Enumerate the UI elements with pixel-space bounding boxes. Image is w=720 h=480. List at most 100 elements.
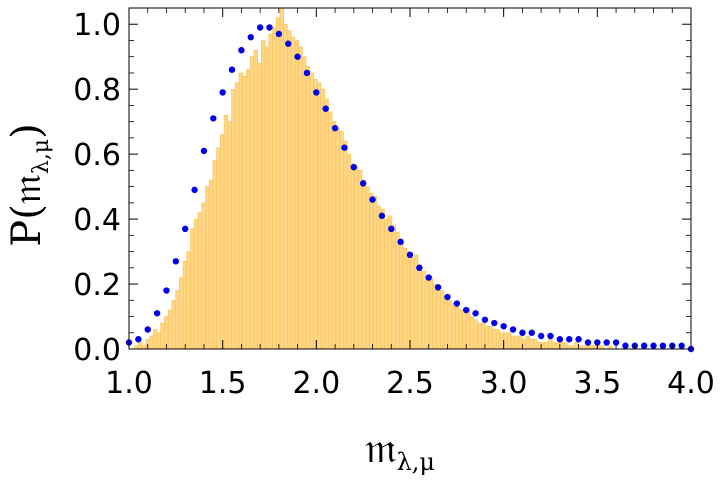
histogram-bar [462, 312, 467, 350]
data-point [481, 316, 489, 323]
data-point [453, 300, 461, 307]
histogram-bar [156, 332, 162, 350]
histogram-bar [432, 283, 437, 350]
histogram-bar [309, 72, 314, 350]
data-point [341, 144, 348, 151]
histogram-bar [324, 98, 329, 350]
data-point [556, 336, 564, 343]
histogram-bar [421, 270, 426, 350]
data-point [200, 147, 208, 155]
histogram-bar [302, 56, 307, 350]
histogram-bar [171, 299, 176, 350]
data-point [322, 105, 329, 112]
histogram-bar [257, 62, 262, 350]
histogram-bar [544, 342, 549, 350]
histogram-bar [518, 335, 523, 350]
data-point [425, 274, 432, 281]
data-point [612, 339, 620, 346]
histogram-bar [264, 46, 270, 350]
data-point [603, 339, 610, 346]
histogram-bar [186, 251, 191, 350]
data-point [350, 163, 357, 171]
histogram-bar [316, 82, 322, 350]
histogram-bar [525, 335, 531, 350]
histogram-bar [335, 127, 340, 350]
y-tick-label: 0.4 [73, 203, 121, 238]
histogram-bar [160, 322, 165, 350]
y-tick-label: 0.2 [73, 268, 121, 303]
data-point [182, 225, 189, 233]
data-point [219, 89, 226, 96]
data-point [491, 319, 498, 327]
data-point [172, 258, 180, 265]
histogram-bar [320, 88, 326, 350]
data-point [509, 326, 517, 333]
x-tick-label: 2.5 [386, 366, 434, 401]
data-point [163, 287, 170, 294]
histogram-bar [357, 170, 363, 350]
histogram-bar [234, 82, 240, 350]
histogram-bar [279, 7, 285, 350]
data-point [285, 40, 292, 47]
data-point [416, 264, 423, 272]
histogram-bar [551, 342, 557, 350]
histogram-bar [238, 72, 244, 350]
histogram-bar [190, 228, 195, 350]
histogram-bar [398, 241, 404, 350]
data-point [528, 329, 535, 336]
data-point [584, 339, 592, 346]
distribution-points [125, 24, 695, 353]
histogram-bar [563, 342, 568, 350]
histogram-bar [182, 261, 188, 350]
histogram-bar [458, 309, 463, 350]
data-point [378, 212, 386, 220]
histogram-bar [380, 209, 385, 350]
data-point [228, 66, 236, 73]
histogram-bar [231, 88, 236, 350]
x-tick-label: 1.0 [105, 366, 153, 401]
histogram-bar [439, 290, 445, 350]
data-point [210, 115, 217, 122]
histogram-bar [167, 309, 173, 350]
data-point [537, 332, 545, 340]
histogram-bars [134, 7, 613, 350]
histogram-bar [555, 342, 560, 350]
data-point [144, 326, 151, 333]
histogram-bar [548, 338, 553, 350]
histogram-bar [514, 335, 519, 350]
histogram-bar [406, 251, 411, 350]
histogram-bar [261, 40, 266, 350]
histogram-bar [495, 329, 501, 350]
histogram-bar [536, 342, 542, 350]
data-point [369, 196, 376, 203]
histogram-bar [253, 49, 258, 350]
histogram-bar [201, 202, 206, 350]
y-tick-label: 0.6 [73, 138, 121, 173]
histogram-bar [294, 40, 299, 350]
data-point [472, 310, 479, 317]
histogram-bar [436, 290, 441, 350]
histogram-bar [510, 335, 516, 350]
histogram-bar [216, 147, 221, 350]
data-point [463, 306, 470, 314]
histogram-bar [428, 277, 434, 350]
histogram-bar [417, 264, 422, 350]
x-tick-label: 3.0 [480, 366, 528, 401]
data-point [444, 293, 451, 301]
data-point [659, 342, 667, 349]
histogram-bar [574, 342, 579, 350]
histogram-bar [488, 325, 493, 350]
data-point [275, 30, 283, 38]
histogram-bar [384, 218, 389, 350]
y-tick-label: 1.0 [73, 8, 121, 43]
x-tick-label: 3.5 [573, 366, 621, 401]
histogram-bar [492, 329, 497, 350]
histogram-bar [287, 30, 292, 350]
histogram-bar [175, 290, 180, 350]
histogram-bar [331, 121, 337, 350]
data-point [519, 329, 526, 336]
histogram-bar [242, 75, 247, 350]
histogram-bar [369, 192, 374, 350]
histogram-bar [477, 322, 482, 350]
